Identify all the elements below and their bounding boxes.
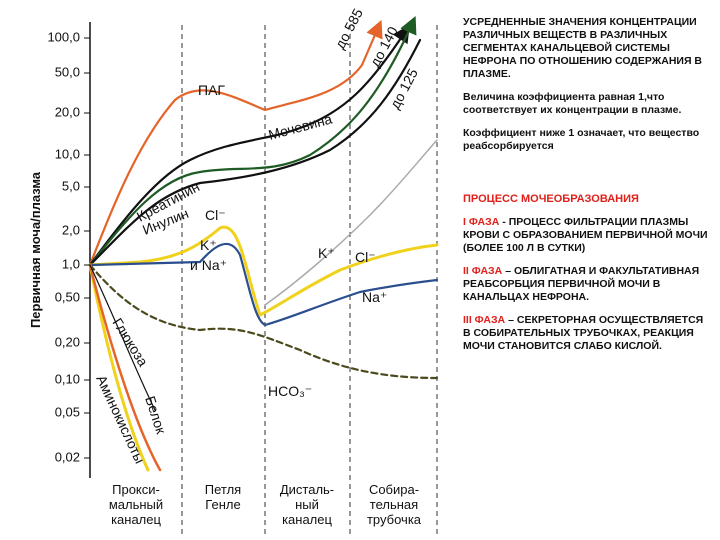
- segment-label: ный: [295, 497, 319, 512]
- segment-label: Собира-: [369, 482, 419, 497]
- segment-label: Петля: [205, 482, 241, 497]
- pag-curve: [88, 19, 383, 267]
- intro: УСРЕДНЕННЫЕ ЗНАЧЕНИЯ КОНЦЕНТРАЦИИ РАЗЛИЧ…: [463, 16, 703, 80]
- phase-text: - ПРОЦЕСС ФИЛЬТРАЦИИ ПЛАЗМЫ КРОВИ С ОБРА…: [463, 216, 708, 254]
- y-tick-label: 100,0: [47, 29, 80, 44]
- note: Величина коэффициента равная 1,что соотв…: [463, 91, 682, 116]
- segment-label: мальный: [109, 497, 163, 512]
- glucose-curve: [88, 263, 150, 472]
- phase: II ФАЗА – ОБЛИГАТНАЯ И ФАКУЛЬТАТИВНАЯ РЕА…: [463, 265, 711, 304]
- urea-curve: [88, 24, 410, 267]
- curve-label: Cl⁻: [205, 207, 226, 223]
- curve-label: Аминокислоты: [93, 373, 148, 466]
- curve-label: Белок: [142, 394, 169, 437]
- process-title: ПРОЦЕСС МОЧЕОБРАЗОВАНИЯ: [463, 193, 639, 205]
- k-curve: [264, 139, 438, 306]
- cl-curve: [88, 225, 439, 318]
- curve-label: HCO₃⁻: [268, 383, 312, 399]
- curve-label: K⁺: [318, 245, 335, 261]
- phase-label: I ФАЗА: [463, 216, 500, 228]
- curve-label: K⁺: [200, 237, 217, 253]
- side-text: УСРЕДНЕННЫЕ ЗНАЧЕНИЯ КОНЦЕНТРАЦИИ РАЗЛИЧ…: [463, 16, 711, 363]
- segment-label: каналец: [282, 512, 332, 527]
- phase-label: III ФАЗА: [463, 314, 506, 326]
- y-tick-label: 5,0: [62, 178, 80, 193]
- segment-label: каналец: [111, 512, 161, 527]
- curve-label: Мочевина: [267, 111, 334, 143]
- y-tick-label: 0,20: [55, 334, 80, 349]
- y-axis-title: Первичная моча/плазма: [28, 171, 43, 328]
- protein-curve: [89, 264, 156, 411]
- curve-label: Na⁺: [362, 289, 387, 305]
- segment-label: трубочка: [367, 512, 422, 527]
- y-tick-label: 0,02: [55, 449, 80, 464]
- amino-curve: [88, 263, 162, 472]
- segment-label: Дисталь-: [280, 482, 334, 497]
- y-tick-label: 0,50: [55, 289, 80, 304]
- y-tick-label: 10,0: [55, 146, 80, 161]
- curve-label: ПАГ: [198, 82, 225, 98]
- chart: Первичная моча/плазма 100,0 50,0 20,0 10,0 5…: [28, 6, 439, 535]
- creatinine-curve: [88, 15, 417, 267]
- segment-label: тельная: [370, 497, 418, 512]
- curves: [88, 15, 439, 472]
- segment-label: Генле: [205, 497, 240, 512]
- inulin-curve: [88, 38, 422, 267]
- na-curve: [88, 242, 439, 327]
- hco3-curve: [88, 263, 439, 380]
- note: Коэффициент ниже 1 означает, что веществ…: [463, 127, 700, 152]
- curve-label: Cl⁻: [355, 249, 376, 265]
- y-tick-label: 50,0: [55, 64, 80, 79]
- segment-label: Прокси-: [112, 482, 160, 497]
- phase-text: – СЕКРЕТОРНАЯ ОСУЩЕСТВЛЯЕТСЯ В СОБИРАТЕЛ…: [463, 314, 704, 352]
- y-tick-label: 1,0: [62, 256, 80, 271]
- curve-label: и Na⁺: [190, 257, 227, 273]
- phase-label: II ФАЗА: [463, 265, 503, 277]
- curve-label: до 585: [332, 6, 367, 52]
- phase-text: – ОБЛИГАТНАЯ И ФАКУЛЬТАТИВНАЯ РЕАБСОРБЦИ…: [463, 265, 700, 303]
- y-tick-label: 0,10: [55, 371, 80, 386]
- y-tick-label: 0,05: [55, 404, 80, 419]
- y-tick-label: 20,0: [55, 104, 80, 119]
- phase: I ФАЗА - ПРОЦЕСС ФИЛЬТРАЦИИ ПЛАЗМЫ КРОВИ …: [463, 216, 711, 255]
- y-tick-label: 2,0: [62, 222, 80, 237]
- phase: III ФАЗА – СЕКРЕТОРНАЯ ОСУЩЕСТВЛЯЕТСЯ В С…: [463, 314, 711, 353]
